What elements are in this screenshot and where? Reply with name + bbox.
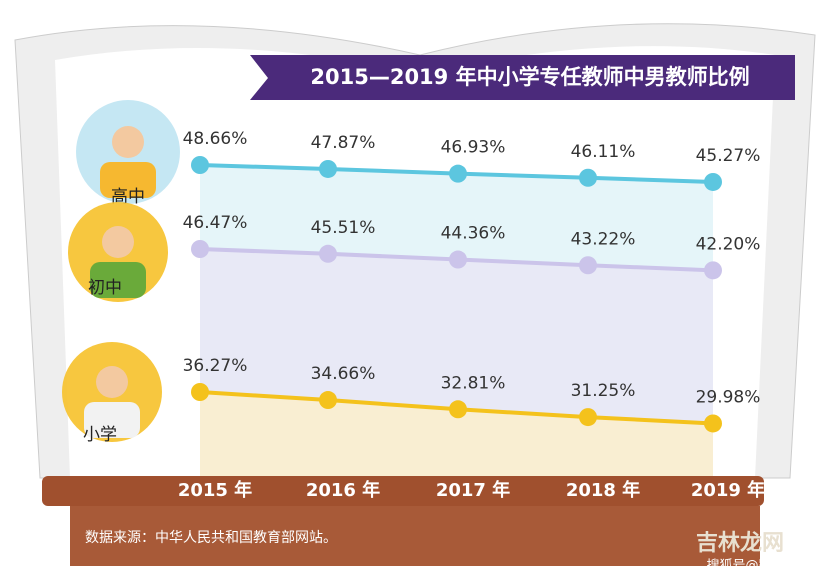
value-label: 32.81% bbox=[441, 373, 506, 393]
series-name: 高中 bbox=[111, 187, 145, 207]
point bbox=[191, 383, 209, 401]
point bbox=[704, 261, 722, 280]
icon-face bbox=[96, 366, 128, 398]
chart-title: 2015—2019 年中小学专任教师中男教师比例 bbox=[310, 65, 749, 89]
value-label: 31.25% bbox=[571, 381, 636, 401]
value-label: 46.47% bbox=[183, 213, 248, 233]
plot: 48.66% 47.87% 46.93% 46.11% 45.27% 高中 46.47% 45… bbox=[62, 100, 760, 476]
point bbox=[191, 240, 209, 258]
point bbox=[449, 400, 467, 419]
value-label: 42.20% bbox=[696, 234, 761, 254]
point bbox=[319, 391, 337, 410]
point bbox=[449, 164, 467, 183]
value-label: 46.11% bbox=[571, 142, 636, 162]
x-tick-label: 2019 年 bbox=[691, 479, 765, 501]
point bbox=[319, 244, 337, 263]
point bbox=[579, 168, 597, 187]
area bbox=[200, 392, 713, 476]
x-tick-label: 2015 年 bbox=[178, 479, 252, 501]
point bbox=[704, 414, 722, 433]
value-label: 34.66% bbox=[311, 364, 376, 384]
icon-face bbox=[102, 226, 134, 258]
series-name: 初中 bbox=[88, 278, 122, 298]
value-label: 36.27% bbox=[183, 356, 248, 376]
point bbox=[191, 156, 209, 174]
icon-body bbox=[100, 162, 156, 198]
point bbox=[704, 172, 722, 191]
x-tick-label: 2018 年 bbox=[566, 479, 640, 501]
point bbox=[579, 256, 597, 275]
icon-body bbox=[90, 262, 146, 298]
value-label: 45.51% bbox=[311, 218, 376, 238]
title-banner bbox=[250, 55, 795, 100]
value-label: 45.27% bbox=[696, 146, 761, 166]
watermark: 搜狐号@路道原 bbox=[706, 558, 797, 574]
source: 数据来源：中华人民共和国教育部网站。 bbox=[85, 530, 337, 546]
series-name: 小学 bbox=[83, 425, 117, 445]
value-label: 29.98% bbox=[696, 387, 761, 407]
value-label: 48.66% bbox=[183, 129, 248, 149]
point bbox=[319, 159, 337, 178]
value-label: 44.36% bbox=[441, 224, 506, 244]
value-label: 43.22% bbox=[571, 229, 636, 249]
value-label: 47.87% bbox=[311, 133, 376, 153]
icon-body bbox=[84, 402, 140, 438]
x-tick-label: 2017 年 bbox=[436, 479, 510, 501]
point bbox=[449, 250, 467, 269]
watermark: 吉林龙网 bbox=[696, 530, 784, 556]
x-tick-label: 2016 年 bbox=[306, 479, 380, 501]
value-label: 46.93% bbox=[441, 138, 506, 158]
axis-bar bbox=[42, 476, 764, 506]
point bbox=[579, 408, 597, 427]
icon-face bbox=[112, 126, 144, 158]
source-box bbox=[70, 506, 760, 566]
